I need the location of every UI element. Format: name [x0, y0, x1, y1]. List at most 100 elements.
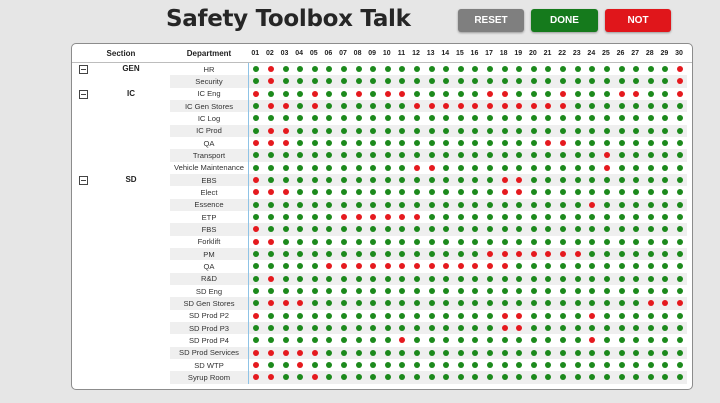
status-cell[interactable]: [483, 236, 498, 248]
status-cell[interactable]: [410, 63, 425, 75]
status-cell[interactable]: [658, 347, 673, 359]
status-cell[interactable]: [497, 137, 512, 149]
status-cell[interactable]: [512, 63, 527, 75]
status-cell[interactable]: [643, 248, 658, 260]
collapse-toggle-icon[interactable]: [79, 89, 88, 99]
status-cell[interactable]: [570, 223, 585, 235]
status-cell[interactable]: [424, 100, 439, 112]
status-cell[interactable]: [527, 285, 542, 297]
status-cell[interactable]: [380, 297, 395, 309]
status-cell[interactable]: [249, 248, 264, 260]
status-cell[interactable]: [541, 100, 556, 112]
status-cell[interactable]: [249, 273, 264, 285]
status-cell[interactable]: [439, 334, 454, 346]
status-cell[interactable]: [351, 260, 366, 272]
status-cell[interactable]: [629, 273, 644, 285]
status-cell[interactable]: [527, 186, 542, 198]
status-cell[interactable]: [454, 371, 469, 383]
status-cell[interactable]: [366, 88, 381, 100]
status-cell[interactable]: [643, 137, 658, 149]
status-cell[interactable]: [585, 174, 600, 186]
status-cell[interactable]: [322, 334, 337, 346]
status-cell[interactable]: [380, 322, 395, 334]
status-cell[interactable]: [249, 223, 264, 235]
status-cell[interactable]: [497, 285, 512, 297]
status-cell[interactable]: [483, 322, 498, 334]
status-cell[interactable]: [322, 285, 337, 297]
status-cell[interactable]: [264, 63, 279, 75]
status-cell[interactable]: [322, 359, 337, 371]
status-cell[interactable]: [468, 199, 483, 211]
status-cell[interactable]: [512, 260, 527, 272]
status-cell[interactable]: [307, 137, 322, 149]
status-cell[interactable]: [570, 162, 585, 174]
status-cell[interactable]: [570, 359, 585, 371]
status-cell[interactable]: [585, 285, 600, 297]
status-cell[interactable]: [483, 334, 498, 346]
status-cell[interactable]: [673, 63, 688, 75]
status-cell[interactable]: [527, 260, 542, 272]
status-cell[interactable]: [570, 297, 585, 309]
status-cell[interactable]: [600, 322, 615, 334]
status-cell[interactable]: [585, 112, 600, 124]
status-cell[interactable]: [600, 125, 615, 137]
status-cell[interactable]: [570, 149, 585, 161]
status-cell[interactable]: [293, 297, 308, 309]
status-cell[interactable]: [614, 162, 629, 174]
status-cell[interactable]: [380, 63, 395, 75]
status-cell[interactable]: [366, 248, 381, 260]
status-cell[interactable]: [337, 75, 352, 87]
status-cell[interactable]: [454, 211, 469, 223]
status-cell[interactable]: [249, 322, 264, 334]
status-cell[interactable]: [483, 285, 498, 297]
status-cell[interactable]: [497, 88, 512, 100]
status-cell[interactable]: [512, 310, 527, 322]
status-cell[interactable]: [264, 112, 279, 124]
status-cell[interactable]: [614, 174, 629, 186]
status-cell[interactable]: [322, 211, 337, 223]
status-cell[interactable]: [395, 137, 410, 149]
status-cell[interactable]: [512, 211, 527, 223]
status-cell[interactable]: [454, 149, 469, 161]
status-cell[interactable]: [337, 100, 352, 112]
status-cell[interactable]: [454, 112, 469, 124]
status-cell[interactable]: [366, 236, 381, 248]
status-cell[interactable]: [468, 273, 483, 285]
status-cell[interactable]: [497, 211, 512, 223]
status-cell[interactable]: [439, 223, 454, 235]
status-cell[interactable]: [527, 322, 542, 334]
status-cell[interactable]: [410, 371, 425, 383]
status-cell[interactable]: [337, 211, 352, 223]
status-cell[interactable]: [264, 273, 279, 285]
status-cell[interactable]: [527, 88, 542, 100]
status-cell[interactable]: [556, 371, 571, 383]
status-cell[interactable]: [366, 322, 381, 334]
status-cell[interactable]: [673, 297, 688, 309]
status-cell[interactable]: [410, 186, 425, 198]
status-cell[interactable]: [424, 88, 439, 100]
status-cell[interactable]: [673, 260, 688, 272]
status-cell[interactable]: [337, 137, 352, 149]
status-cell[interactable]: [410, 125, 425, 137]
status-cell[interactable]: [307, 347, 322, 359]
status-cell[interactable]: [614, 334, 629, 346]
status-cell[interactable]: [585, 223, 600, 235]
status-cell[interactable]: [293, 75, 308, 87]
status-cell[interactable]: [512, 75, 527, 87]
status-cell[interactable]: [278, 137, 293, 149]
status-cell[interactable]: [600, 260, 615, 272]
status-cell[interactable]: [424, 63, 439, 75]
status-cell[interactable]: [424, 310, 439, 322]
status-cell[interactable]: [293, 149, 308, 161]
status-cell[interactable]: [380, 137, 395, 149]
status-cell[interactable]: [512, 236, 527, 248]
status-cell[interactable]: [278, 310, 293, 322]
status-cell[interactable]: [278, 63, 293, 75]
status-cell[interactable]: [643, 223, 658, 235]
status-cell[interactable]: [570, 112, 585, 124]
status-cell[interactable]: [337, 125, 352, 137]
status-cell[interactable]: [541, 75, 556, 87]
status-cell[interactable]: [600, 88, 615, 100]
status-cell[interactable]: [307, 199, 322, 211]
status-cell[interactable]: [600, 310, 615, 322]
